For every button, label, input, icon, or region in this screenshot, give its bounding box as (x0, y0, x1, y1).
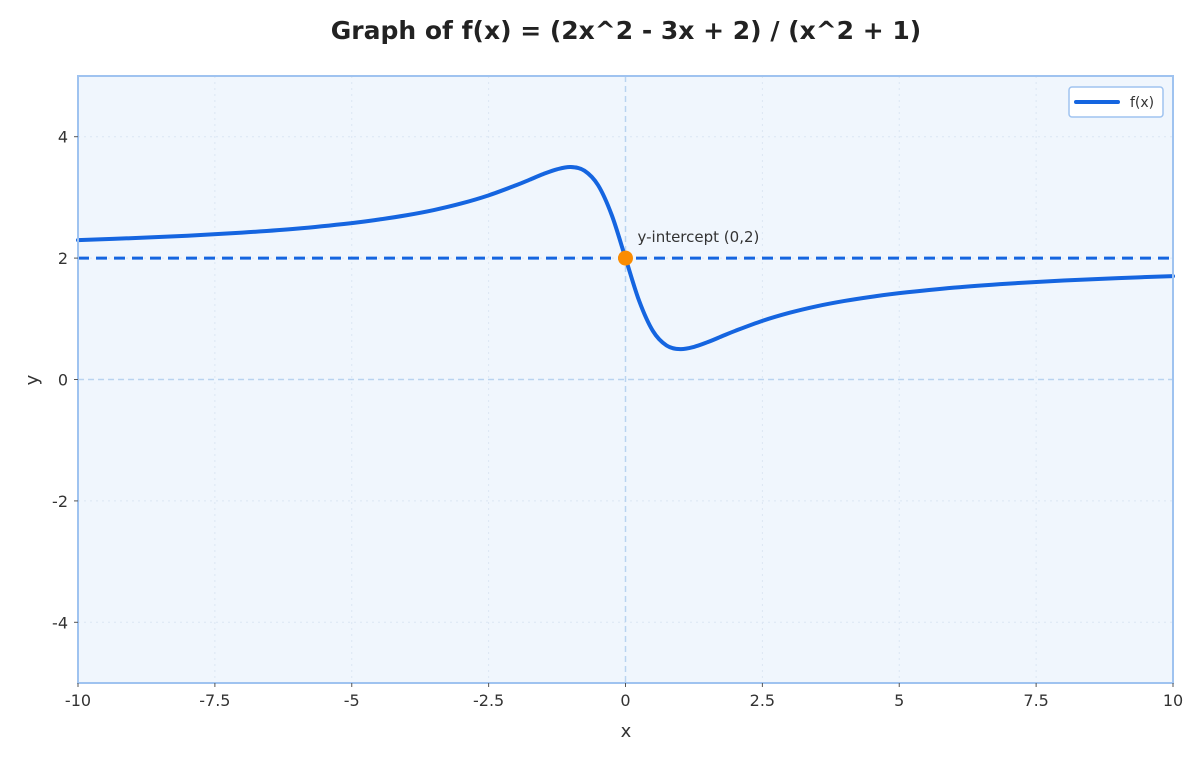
y-tick-label: -2 (52, 492, 68, 511)
chart-title: Graph of f(x) = (2x^2 - 3x + 2) / (x^2 +… (331, 16, 921, 45)
x-tick-label: -10 (65, 691, 91, 710)
y-axis-label: y (22, 374, 43, 385)
x-tick-label: -7.5 (199, 691, 230, 710)
y-intercept-annotation: y-intercept (0,2) (638, 228, 760, 246)
x-tick-label: -2.5 (473, 691, 504, 710)
x-tick-label: 0 (620, 691, 630, 710)
x-tick-label: 2.5 (750, 691, 775, 710)
y-tick-label: 2 (58, 249, 68, 268)
series-layer: y-intercept (0,2) (76, 165, 1175, 352)
x-tick-label: 5 (894, 691, 904, 710)
x-axis-ticks: -10 -7.5 -5 -2.5 0 2.5 5 7.5 10 (65, 683, 1183, 710)
y-intercept-point (618, 250, 633, 266)
x-tick-label: 10 (1163, 691, 1183, 710)
y-tick-label: 4 (58, 128, 68, 147)
y-tick-label: 0 (58, 371, 68, 390)
x-tick-label: 7.5 (1023, 691, 1048, 710)
zero-axes (78, 76, 1173, 683)
y-tick-label: -4 (52, 613, 68, 632)
x-tick-label: -5 (344, 691, 360, 710)
y-axis-ticks: -4 -2 0 2 4 (52, 128, 78, 632)
legend-label-f: f(x) (1130, 95, 1154, 111)
x-axis-label: x (621, 721, 632, 742)
legend: f(x) (1068, 86, 1164, 118)
